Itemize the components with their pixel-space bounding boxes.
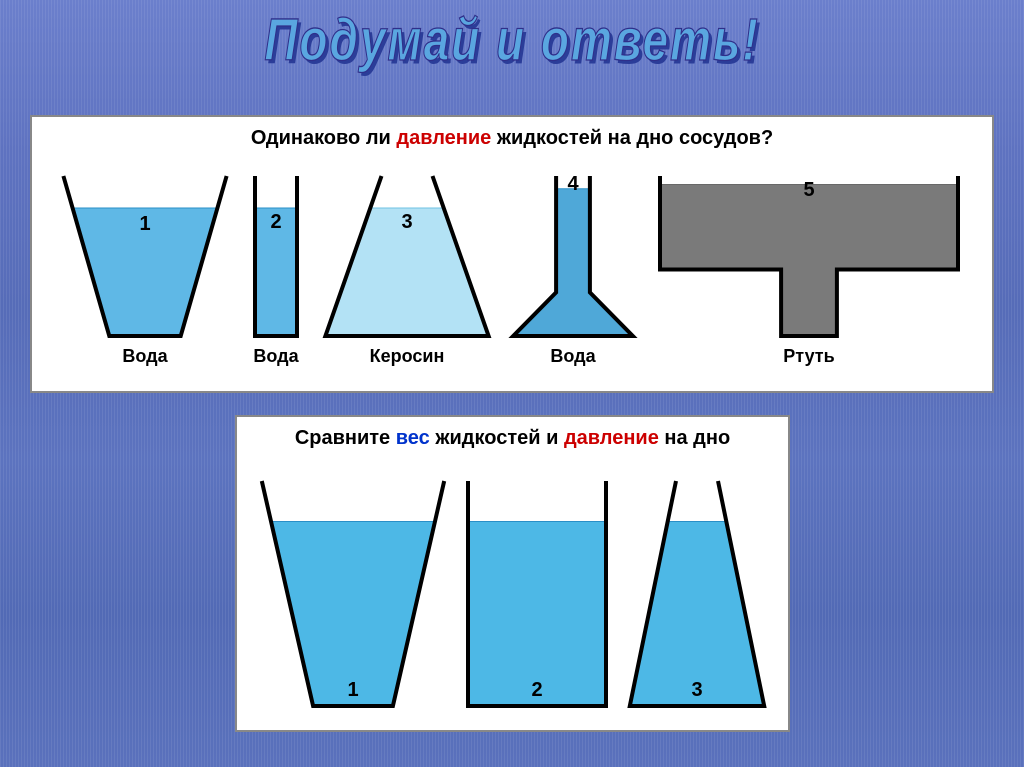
vessel-5: 5 — [654, 170, 964, 340]
vessel-2-svg: 2 — [246, 170, 306, 340]
q2-highlight-weight: вес — [396, 427, 430, 449]
svg-text:1: 1 — [139, 213, 150, 235]
q2-highlight-pressure: давление — [564, 427, 659, 449]
svg-text:3: 3 — [401, 211, 412, 233]
vessel-b2-svg: 2 — [462, 475, 612, 710]
panel-bottom: Сравните вес жидкостей и давление на дно… — [235, 415, 790, 732]
svg-text:2: 2 — [532, 679, 543, 701]
labels-row-1: Вода Вода Керосин Вода Ртуть — [46, 346, 978, 367]
q1-before: Одинаково ли — [251, 127, 397, 149]
vessel-3: 3 — [322, 170, 492, 340]
question-1: Одинаково ли давление жидкостей на дно с… — [46, 127, 978, 150]
svg-text:2: 2 — [270, 211, 281, 233]
vessel-3-label: Керосин — [322, 346, 492, 367]
svg-text:1: 1 — [348, 679, 359, 701]
q2-mid: жидкостей и — [430, 427, 564, 449]
vessel-4: 4 — [508, 170, 638, 340]
vessel-4-svg: 4 — [508, 170, 638, 340]
vessel-b1-svg: 1 — [258, 475, 448, 710]
svg-text:5: 5 — [803, 179, 814, 201]
vessels-row-1: 1 2 3 4 5 — [46, 160, 978, 340]
vessel-1-label: Вода — [60, 346, 230, 367]
vessels-row-2: 1 2 3 — [251, 460, 774, 710]
vessel-1-svg: 1 — [60, 170, 230, 340]
q2-before: Сравните — [295, 427, 396, 449]
vessel-b3-svg: 3 — [627, 475, 767, 710]
q1-after: жидкостей на дно сосудов? — [491, 127, 773, 149]
vessel-3-svg: 3 — [322, 170, 492, 340]
vessel-5-label: Ртуть — [654, 346, 964, 367]
panel-top: Одинаково ли давление жидкостей на дно с… — [30, 115, 994, 393]
question-2: Сравните вес жидкостей и давление на дно — [251, 427, 774, 450]
svg-text:4: 4 — [567, 173, 579, 195]
vessel-4-label: Вода — [508, 346, 638, 367]
vessel-b2: 2 — [462, 475, 612, 710]
vessel-5-svg: 5 — [654, 170, 964, 340]
vessel-b3: 3 — [627, 475, 767, 710]
q2-after: на дно — [659, 427, 730, 449]
q1-highlight: давление — [396, 127, 491, 149]
vessel-2-label: Вода — [246, 346, 306, 367]
vessel-b1: 1 — [258, 475, 448, 710]
vessel-1: 1 — [60, 170, 230, 340]
page-title: Подумай и ответь! — [264, 4, 759, 74]
vessel-2: 2 — [246, 170, 306, 340]
svg-text:3: 3 — [691, 679, 702, 701]
